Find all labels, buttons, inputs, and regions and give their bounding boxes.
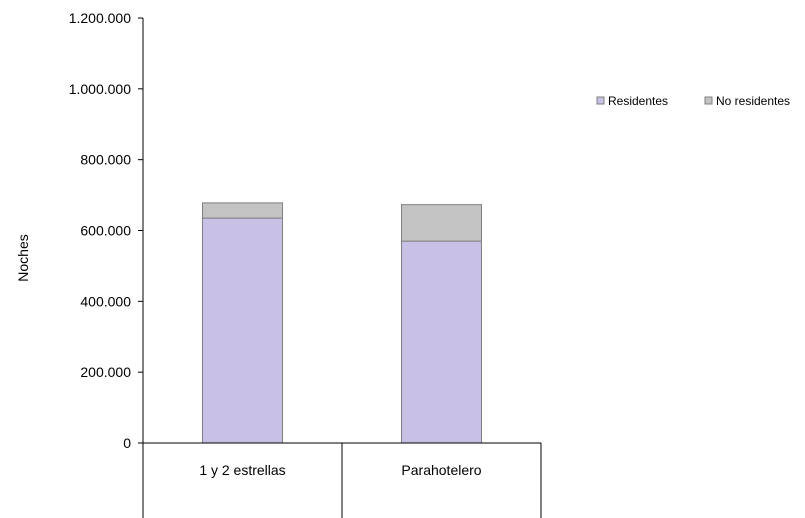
y-tick-label: 200.000 — [80, 364, 131, 380]
x-category-label: 1 y 2 estrellas — [199, 462, 285, 478]
legend-swatch — [596, 96, 605, 105]
x-axis: 1 y 2 estrellas Parahotelero — [142, 442, 542, 518]
bar-segment — [401, 240, 482, 444]
x-category-label: Parahotelero — [401, 462, 481, 478]
legend: Residentes No residentes — [596, 94, 790, 108]
y-axis-title: Noches — [15, 234, 31, 281]
bar-segment — [401, 204, 482, 242]
legend-swatch — [704, 96, 713, 105]
y-tick-label: 0 — [123, 435, 131, 451]
y-tick-label: 800.000 — [80, 152, 131, 168]
legend-label: Residentes — [608, 94, 668, 108]
bars — [202, 202, 482, 444]
bar-segment — [202, 217, 283, 444]
y-axis: 0 200.000 400.000 600.000 800.000 1.000.000 1.… — [69, 10, 144, 451]
y-tick-label: 400.000 — [80, 293, 131, 309]
legend-label: No residentes — [716, 94, 790, 108]
y-tick-label: 1.000.000 — [69, 81, 131, 97]
bar-segment — [202, 202, 283, 219]
y-tick-label: 1.200.000 — [69, 10, 131, 26]
y-tick-label: 600.000 — [80, 223, 131, 239]
